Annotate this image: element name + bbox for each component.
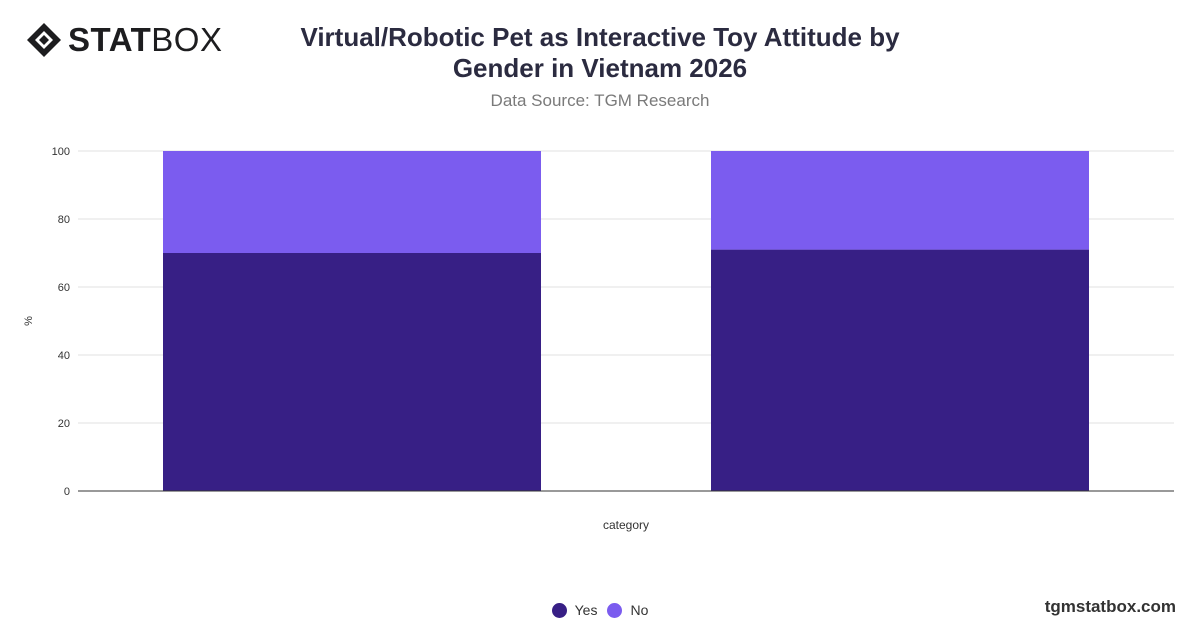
y-tick-label: 80 <box>58 214 70 226</box>
y-tick-label: 100 <box>52 146 70 158</box>
y-tick-label: 20 <box>58 418 70 430</box>
legend-label: Yes <box>575 602 598 618</box>
legend-item-no[interactable]: No <box>607 602 648 618</box>
bar-yes <box>163 253 541 491</box>
legend-label: No <box>630 602 648 618</box>
legend-dot-icon <box>552 603 567 618</box>
y-tick-label: 0 <box>64 486 70 498</box>
y-tick-label: 60 <box>58 282 70 294</box>
footer-brand: tgmstatbox.com <box>1045 597 1176 617</box>
y-axis-label: % <box>23 316 35 326</box>
y-tick-label: 40 <box>58 350 70 362</box>
legend-item-yes[interactable]: Yes <box>552 602 598 618</box>
chart-legend: Yes No <box>0 602 1200 618</box>
x-axis-label: category <box>603 518 649 532</box>
bar-yes <box>711 250 1089 491</box>
bar-no <box>711 151 1089 250</box>
legend-dot-icon <box>607 603 622 618</box>
bar-no <box>163 151 541 253</box>
